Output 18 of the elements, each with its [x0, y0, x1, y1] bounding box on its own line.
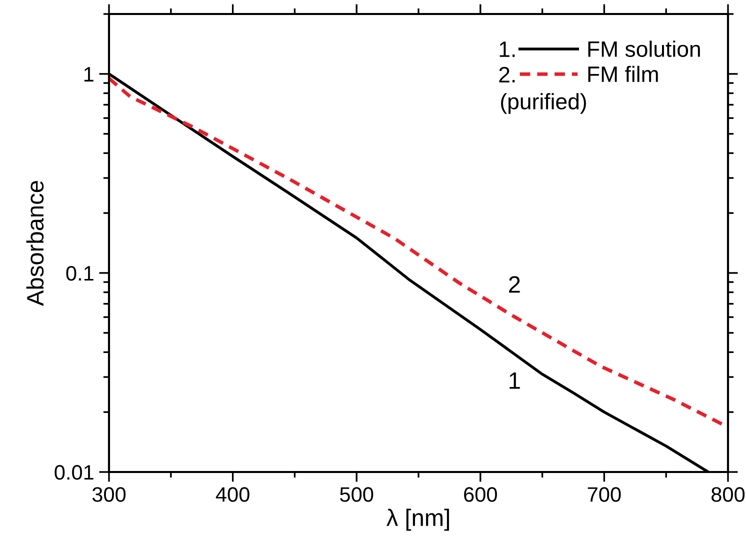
x-axis-title: λ [nm]: [386, 508, 449, 531]
x-tick-label: 600: [464, 487, 497, 502]
annotation: 2: [509, 276, 520, 293]
x-tick-label: 400: [216, 487, 250, 502]
annotation: 1.: [500, 42, 515, 57]
y-tick-label: 1: [84, 67, 94, 82]
x-tick-label: 800: [712, 487, 745, 502]
x-tick-label: 300: [92, 487, 126, 502]
y-tick-label: 0.1: [66, 266, 94, 281]
x-tick-label: 700: [588, 487, 621, 502]
legend-label: FM film: [588, 66, 658, 82]
annotation: 2.: [499, 66, 515, 82]
x-tick-label: 500: [340, 487, 374, 502]
y-tick-label: 0.01: [54, 465, 94, 480]
annotation: (purified): [501, 93, 586, 114]
y-axis-title: Absorbance: [26, 181, 44, 306]
legend-label: FM solution: [588, 40, 700, 57]
annotation: 1: [510, 372, 520, 389]
